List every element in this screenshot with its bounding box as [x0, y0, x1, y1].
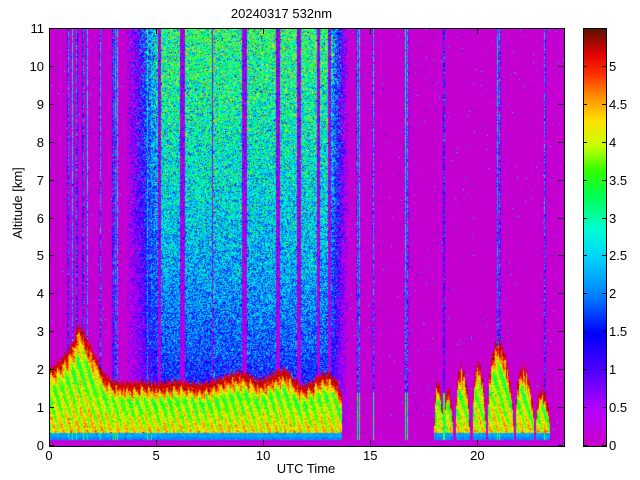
colorbar-tick-labels: 0 0.5 1 1.5 2 2.5 3 3.5 4 4.5 5 [609, 0, 640, 480]
x-tick-mark [156, 440, 158, 445]
colorbar-tick-label: 2 [609, 286, 617, 302]
x-tick-mark [49, 440, 50, 445]
x-tick-label: 5 [152, 448, 160, 463]
y-tick-mark [49, 331, 54, 333]
colorbar-tick-mark [602, 255, 606, 257]
plot-area [49, 28, 565, 447]
colorbar-tick-label: 0.5 [609, 400, 628, 416]
y-tick-mark [49, 141, 54, 143]
colorbar-tick-mark [583, 141, 587, 143]
colorbar-tick-label: 3.5 [609, 172, 628, 188]
y-tick-mark [49, 293, 54, 295]
colorbar-tick-label: 2.5 [609, 248, 628, 264]
page-title: 20240317 532nm [230, 6, 333, 21]
x-axis-tick-labels: 0 5 10 15 20 [0, 449, 640, 467]
y-tick-mark [558, 369, 563, 371]
y-tick-label: 2 [36, 362, 44, 378]
colorbar-tick-mark [602, 141, 606, 143]
y-tick-label: 1 [36, 400, 44, 416]
y-tick-label: 10 [29, 58, 44, 74]
colorbar-tick-label: 4.5 [609, 96, 628, 112]
colorbar-tick-mark [583, 407, 587, 409]
y-tick-label: 6 [36, 210, 44, 226]
y-tick-mark [558, 331, 563, 333]
y-tick-label: 3 [36, 324, 44, 340]
colorbar-gradient [584, 29, 606, 446]
heatmap-canvas [50, 29, 564, 446]
y-tick-label: 5 [36, 248, 44, 264]
y-tick-mark [49, 407, 54, 409]
y-tick-mark [558, 445, 563, 446]
colorbar-tick-mark [602, 445, 606, 446]
x-tick-mark [263, 440, 265, 445]
x-tick-mark [477, 29, 479, 34]
y-tick-mark [558, 65, 563, 67]
y-tick-mark [558, 407, 563, 409]
colorbar-tick-label: 0 [609, 438, 617, 453]
colorbar-tick-mark [583, 103, 587, 105]
x-axis-label: UTC Time [276, 461, 336, 476]
y-tick-mark [558, 28, 563, 29]
colorbar-tick-mark [583, 293, 587, 295]
y-tick-mark [49, 369, 54, 371]
colorbar-tick-label: 1 [609, 362, 617, 378]
y-tick-mark [558, 293, 563, 295]
x-tick-mark [370, 440, 372, 445]
x-tick-label: 15 [363, 448, 378, 463]
y-axis-tick-labels: 0 1 2 3 4 5 6 7 8 9 10 11 [0, 0, 44, 480]
x-tick-mark [156, 29, 158, 34]
y-tick-mark [49, 255, 54, 257]
x-tick-mark [477, 440, 479, 445]
colorbar-tick-label: 3 [609, 210, 617, 226]
y-tick-mark [49, 103, 54, 105]
x-tick-label: 0 [45, 448, 53, 463]
colorbar-tick-mark [602, 65, 606, 67]
y-tick-label: 8 [36, 134, 44, 150]
y-tick-label: 9 [36, 96, 44, 112]
y-tick-mark [558, 255, 563, 257]
colorbar-tick-mark [602, 103, 606, 105]
colorbar-tick-mark [583, 255, 587, 257]
colorbar-tick-label: 4 [609, 134, 617, 150]
y-tick-mark [49, 65, 54, 67]
colorbar-tick-mark [602, 369, 606, 371]
colorbar-tick-mark [583, 331, 587, 333]
y-tick-mark [49, 217, 54, 219]
y-tick-mark [558, 141, 563, 143]
colorbar-tick-label: 5 [609, 58, 617, 74]
y-tick-mark [49, 179, 54, 181]
y-tick-label: 4 [36, 286, 44, 302]
colorbar-tick-mark [583, 369, 587, 371]
colorbar-tick-mark [583, 179, 587, 181]
x-tick-mark [263, 29, 265, 34]
colorbar-tick-mark [602, 217, 606, 219]
y-tick-mark [49, 28, 54, 29]
colorbar-tick-label: 1.5 [609, 324, 628, 340]
colorbar [583, 28, 607, 447]
x-tick-label: 10 [255, 448, 271, 463]
x-tick-mark [49, 29, 50, 34]
colorbar-tick-mark [602, 331, 606, 333]
y-tick-mark [558, 179, 563, 181]
colorbar-tick-mark [583, 445, 587, 446]
y-tick-mark [49, 445, 54, 446]
y-tick-label: 7 [36, 172, 44, 188]
x-tick-mark [370, 29, 372, 34]
colorbar-tick-mark [602, 293, 606, 295]
y-tick-label: 0 [36, 438, 44, 453]
colorbar-tick-mark [602, 407, 606, 409]
colorbar-tick-mark [602, 179, 606, 181]
y-tick-label: 11 [30, 21, 45, 36]
x-tick-label: 20 [470, 448, 485, 463]
y-tick-mark [558, 217, 563, 219]
colorbar-tick-mark [583, 65, 587, 67]
y-tick-mark [558, 103, 563, 105]
colorbar-tick-mark [583, 217, 587, 219]
